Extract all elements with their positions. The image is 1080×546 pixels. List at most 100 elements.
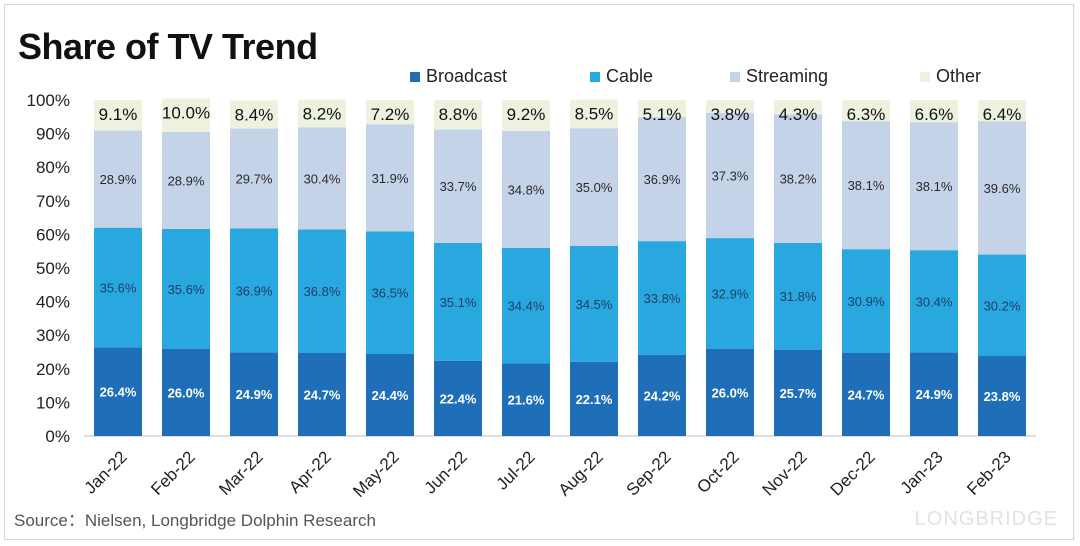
bar-segment-other — [94, 100, 142, 131]
bar-segment-broadcast — [298, 353, 346, 436]
bar-segment-other — [570, 99, 618, 129]
data-label-streaming: 39.6% — [984, 181, 1021, 196]
bar-segment-other — [434, 100, 482, 130]
y-tick-label: 20% — [36, 360, 70, 379]
bar-segment-broadcast — [774, 349, 822, 436]
data-label-cable: 32.9% — [712, 286, 749, 301]
y-tick-label: 10% — [36, 393, 70, 412]
data-label-broadcast: 24.7% — [848, 388, 885, 403]
data-label-other: 6.3% — [847, 105, 886, 124]
bar-segment-streaming — [366, 124, 414, 232]
data-label-other: 9.1% — [99, 105, 138, 124]
data-label-broadcast: 23.8% — [984, 389, 1021, 404]
data-label-other: 8.4% — [235, 105, 274, 124]
bar-segment-broadcast — [502, 363, 550, 436]
data-label-streaming: 35.0% — [576, 180, 613, 195]
x-tick-label: May-22 — [349, 447, 403, 501]
bar-segment-streaming — [162, 131, 210, 230]
y-tick-label: 60% — [36, 225, 70, 244]
x-tick-label: Jul-22 — [493, 447, 539, 493]
data-label-streaming: 30.4% — [304, 171, 341, 186]
data-label-streaming: 38.1% — [916, 179, 953, 194]
bar-segment-cable — [842, 249, 890, 354]
bar-segment-cable — [298, 229, 346, 354]
data-label-broadcast: 22.4% — [440, 391, 477, 406]
data-label-cable: 33.8% — [644, 291, 681, 306]
bar-segment-broadcast — [706, 348, 754, 436]
data-label-broadcast: 25.7% — [780, 386, 817, 401]
y-tick-label: 100% — [27, 91, 70, 110]
bar-segment-other — [978, 100, 1026, 122]
data-label-other: 3.8% — [711, 105, 750, 124]
x-tick-label: Jan-23 — [897, 447, 947, 497]
legend-item-streaming: Streaming — [730, 66, 920, 87]
bar-segment-cable — [978, 254, 1026, 357]
legend-item-other: Other — [920, 66, 1000, 87]
bar-segment-other — [706, 100, 754, 113]
chart-title: Share of TV Trend — [18, 26, 318, 67]
bar-segment-broadcast — [842, 353, 890, 436]
data-label-broadcast: 21.6% — [508, 393, 545, 408]
data-label-cable: 35.1% — [440, 295, 477, 310]
bar-segment-cable — [774, 242, 822, 350]
bar-segment-streaming — [94, 130, 142, 228]
bar-segment-cable — [230, 228, 278, 353]
data-label-broadcast: 24.4% — [372, 388, 409, 403]
data-label-cable: 36.5% — [372, 286, 409, 301]
bar-segment-streaming — [434, 129, 482, 243]
bar-segment-broadcast — [434, 360, 482, 436]
x-tick-label: Feb-23 — [963, 447, 1015, 499]
bar-segment-streaming — [638, 117, 686, 242]
data-label-streaming: 31.9% — [372, 171, 409, 186]
bar-segment-cable — [434, 242, 482, 361]
y-tick-label: 70% — [36, 192, 70, 211]
data-label-other: 8.8% — [439, 105, 478, 124]
data-label-cable: 36.9% — [236, 283, 273, 298]
chart-legend: Broadcast Cable Streaming Other — [410, 66, 1000, 87]
legend-swatch-cable — [590, 71, 600, 82]
data-label-streaming: 37.3% — [712, 168, 749, 183]
data-label-streaming: 34.8% — [508, 182, 545, 197]
data-label-streaming: 38.2% — [780, 172, 817, 187]
bar-segment-streaming — [910, 122, 958, 251]
data-label-broadcast: 24.9% — [916, 387, 953, 402]
data-label-other: 4.3% — [779, 105, 818, 124]
data-label-other: 10.0% — [162, 103, 210, 122]
data-label-streaming: 33.7% — [440, 179, 477, 194]
y-tick-label: 80% — [36, 158, 70, 177]
bar-segment-cable — [706, 238, 754, 349]
data-label-broadcast: 26.4% — [100, 385, 137, 400]
bar-segment-streaming — [706, 112, 754, 239]
data-label-cable: 35.6% — [168, 282, 205, 297]
data-label-other: 6.6% — [915, 105, 954, 124]
y-tick-label: 40% — [36, 293, 70, 312]
bar-segment-other — [162, 98, 210, 132]
bar-segment-broadcast — [162, 348, 210, 436]
legend-label-streaming: Streaming — [746, 66, 829, 86]
bar-segment-cable — [94, 227, 142, 348]
legend-label-cable: Cable — [606, 66, 654, 86]
bar-segment-other — [366, 100, 414, 125]
data-label-cable: 34.5% — [576, 297, 613, 312]
data-label-broadcast: 24.2% — [644, 388, 681, 403]
data-label-streaming: 29.7% — [236, 171, 273, 186]
legend-swatch-broadcast — [410, 71, 420, 82]
bar-segment-streaming — [774, 114, 822, 243]
data-label-other: 9.2% — [507, 105, 546, 124]
legend-item-cable: Cable — [590, 66, 730, 87]
bar-segment-broadcast — [94, 347, 142, 436]
y-tick-label: 90% — [36, 125, 70, 144]
bar-segment-streaming — [298, 127, 346, 230]
data-label-broadcast: 24.7% — [304, 388, 341, 403]
chart-frame — [4, 4, 1074, 540]
bar-segment-streaming — [502, 130, 550, 248]
bar-segment-broadcast — [366, 354, 414, 436]
bar-segment-other — [298, 99, 346, 128]
y-tick-label: 30% — [36, 326, 70, 345]
bar-segment-other — [910, 100, 958, 123]
bar-segment-other — [774, 100, 822, 115]
data-label-broadcast: 26.0% — [712, 385, 749, 400]
bar-segment-broadcast — [638, 354, 686, 436]
bar-segment-cable — [502, 247, 550, 364]
